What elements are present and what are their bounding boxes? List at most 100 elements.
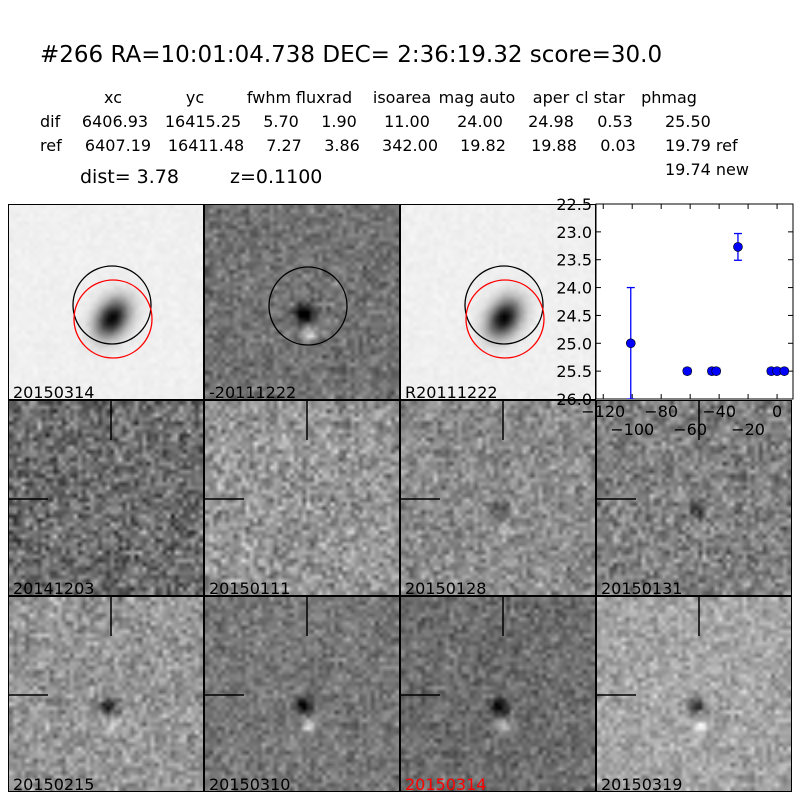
stamp-date-label: 20150310 (209, 775, 291, 792)
stamp-image (401, 205, 595, 399)
x-tick-label: 0 (772, 402, 782, 421)
x-tick-label: −40 (702, 402, 736, 421)
aperture-circle-red (73, 279, 153, 359)
stamp-date-label: 20141203 (13, 579, 95, 596)
redshift-value: z=0.1100 (230, 166, 323, 188)
table-cell: 6407.19 (84, 136, 152, 155)
stamp-image (205, 597, 399, 791)
data-point (625, 338, 636, 349)
stamp-date-label: R20111222 (405, 383, 498, 400)
stamp-overlay (464, 265, 545, 359)
y-tick-label: 26.0 (556, 390, 592, 409)
aperture-circle-black (72, 265, 152, 345)
stamp-overlay (9, 401, 112, 500)
stamp-date-label: 20150131 (601, 579, 683, 596)
stamp-epoch: 20150111 (204, 400, 400, 596)
dist-value: dist= 3.78 (80, 166, 179, 188)
table-cell: 19.88 (531, 136, 577, 155)
y-tick-label: 22.5 (556, 195, 592, 214)
stamp-epoch: 20150131 (596, 400, 792, 596)
stamp-overlay (597, 401, 700, 500)
data-point (733, 242, 743, 252)
table-cell: 24.00 (457, 112, 503, 131)
stamp-image (401, 597, 595, 791)
light-curve-chart: 22.5 23.0 23.5 24.0 24.5 25.0 25.5 26.0−120−100… (556, 195, 794, 439)
stamp-image (597, 401, 791, 595)
table-cell: 25.50 (665, 112, 711, 131)
aperture-circle-black (268, 266, 348, 346)
candidate-title: #266 RA=10:01:04.738 DEC= 2:36:19.32 sco… (40, 42, 663, 68)
column-header: mag auto (438, 88, 516, 107)
y-tick-label: 24.0 (556, 279, 592, 298)
x-tick-label: −60 (673, 420, 707, 439)
row-label: dif (40, 112, 61, 131)
stamp-epoch: 20150128 (400, 400, 596, 596)
stamp-overlay (72, 265, 153, 359)
x-tick-label: −120 (581, 402, 625, 421)
stamp-image (401, 401, 595, 595)
data-point (779, 366, 790, 376)
aperture-circle-black (464, 265, 544, 345)
stamp-image (597, 597, 791, 791)
table-cell: 19.79 ref (665, 136, 738, 155)
x-tick-label: −100 (610, 420, 654, 439)
y-tick-label: 24.5 (556, 306, 592, 325)
stamp-overlay (9, 597, 112, 696)
stamp-date-label: 20150314 (13, 383, 95, 400)
stamp-image (9, 401, 203, 595)
stamp-overlay (597, 597, 700, 696)
phmag-new: 19.74 new (665, 160, 749, 179)
table-cell: 5.70 (263, 112, 299, 131)
y-tick-label: 25.0 (556, 334, 592, 353)
data-point (682, 366, 693, 376)
table-cell: 7.27 (266, 136, 302, 155)
x-tick-label: −80 (644, 402, 678, 421)
table-cell: 6406.93 (81, 112, 149, 131)
row-label: ref (40, 136, 62, 155)
stamp-date-label: 20150319 (601, 775, 683, 792)
stamp-date-label: 20150215 (13, 775, 95, 792)
table-cell: 0.53 (597, 112, 633, 131)
stamp-image (205, 205, 399, 399)
stamp-ref: R20111222 (400, 204, 596, 400)
stamp-date-label: -20111222 (209, 383, 297, 400)
stamp-epoch: 20150314 (400, 596, 596, 792)
stamp-date-label: 20150128 (405, 579, 487, 596)
y-tick-label: 23.0 (556, 223, 592, 242)
column-header: isoarea (372, 88, 432, 107)
column-header: aper (532, 88, 570, 107)
table-cell: 342.00 (382, 136, 438, 155)
stamp-overlay (401, 401, 504, 500)
column-header: fluxrad (295, 88, 353, 107)
y-tick-label: 23.5 (556, 251, 592, 270)
table-cell: 16411.48 (167, 136, 245, 155)
stamp-new: 20150314 (8, 204, 204, 400)
table-cell: 16415.25 (164, 112, 242, 131)
column-header: yc (185, 88, 205, 107)
table-cell: 11.00 (384, 112, 430, 131)
aperture-circle-red (465, 279, 545, 359)
y-tick-label: 25.5 (556, 362, 592, 381)
plot-frame (595, 203, 794, 400)
stamp-image (9, 597, 203, 791)
stamp-overlay (401, 597, 504, 696)
column-header: fwhm (246, 88, 292, 107)
stamp-overlay (268, 266, 348, 346)
stamp-diff: -20111222 (204, 204, 400, 400)
stamp-overlay (205, 597, 308, 696)
stamp-epoch: 20150319 (596, 596, 792, 792)
stamp-epoch: 20150310 (204, 596, 400, 792)
stamp-epoch: 20141203 (8, 400, 204, 596)
stamp-overlay (205, 401, 308, 500)
stamp-image (205, 401, 399, 595)
stamp-date-label: 20150314 (405, 775, 487, 792)
stamp-date-label: 20150111 (209, 579, 291, 596)
table-cell: 1.90 (321, 112, 357, 131)
x-tick-label: −20 (731, 420, 765, 439)
table-cell: 3.86 (324, 136, 360, 155)
table-cell: 0.03 (600, 136, 636, 155)
column-header: xc (104, 88, 122, 107)
column-header: phmag (641, 88, 697, 107)
column-header: cl star (575, 88, 625, 107)
stamp-image (9, 205, 203, 399)
